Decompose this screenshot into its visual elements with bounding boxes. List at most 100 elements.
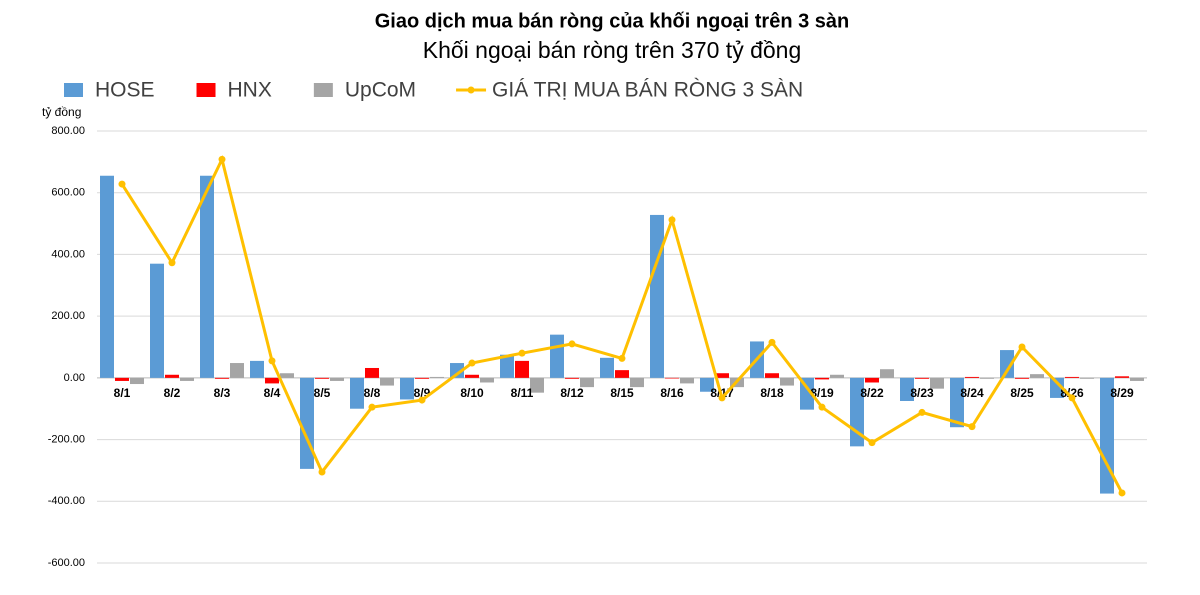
line-point	[918, 408, 926, 416]
legend-swatch	[196, 83, 216, 97]
bar	[365, 367, 379, 378]
x-tick-label: 8/10	[460, 386, 484, 400]
x-tick-label: 8/23	[910, 386, 934, 400]
x-tick-label: 8/26	[1060, 386, 1084, 400]
bar	[500, 354, 514, 378]
x-tick-label: 8/1	[114, 386, 131, 400]
line-point	[668, 216, 676, 224]
bar	[1130, 377, 1144, 381]
line-point	[568, 340, 576, 348]
bar	[300, 377, 314, 469]
line-point	[268, 357, 276, 365]
bar	[1100, 377, 1114, 494]
bar	[465, 374, 479, 378]
bar	[800, 377, 814, 410]
legend-label: HOSE	[95, 79, 155, 102]
bar	[830, 374, 844, 378]
line-point	[468, 359, 476, 367]
line-point	[418, 396, 426, 404]
bar	[150, 263, 164, 378]
line-point	[818, 403, 826, 411]
bar	[815, 377, 829, 380]
bar	[880, 369, 894, 378]
legend-swatch	[467, 86, 475, 94]
line	[120, 154, 1124, 494]
bar	[865, 377, 879, 383]
x-tick-label: 8/22	[860, 386, 884, 400]
bar	[780, 377, 794, 386]
bar	[400, 377, 414, 400]
x-tick-label: 8/5	[314, 386, 331, 400]
bar	[450, 363, 464, 378]
y-tick-label: 600.00	[51, 187, 85, 199]
bar	[130, 377, 144, 385]
bar	[1115, 376, 1129, 378]
bar	[330, 377, 344, 381]
line-point	[1118, 489, 1126, 497]
bar	[980, 377, 994, 379]
bar	[230, 363, 244, 378]
bar	[415, 377, 429, 379]
bar	[180, 377, 194, 381]
bar	[565, 377, 579, 379]
chart-subtitle: Khối ngoại bán ròng trên 370 tỷ đồng	[423, 37, 802, 63]
bar	[315, 377, 329, 379]
bar	[630, 377, 644, 388]
x-tick-label: 8/12	[560, 386, 584, 400]
bar	[430, 376, 444, 378]
y-axis-label: tỷ đồng	[42, 105, 81, 119]
line-point	[1018, 343, 1026, 351]
bar	[265, 377, 279, 384]
line-point	[868, 439, 876, 447]
bar	[965, 376, 979, 378]
x-tick-label: 8/18	[760, 386, 784, 400]
bar	[680, 377, 694, 384]
bar	[1080, 377, 1094, 379]
bar	[100, 175, 114, 378]
y-tick-label: -600.00	[48, 557, 85, 569]
x-tick-label: 8/29	[1110, 386, 1134, 400]
y-tick-label: -200.00	[48, 433, 85, 445]
bar	[215, 377, 229, 379]
bar	[600, 357, 614, 378]
x-tick-label: 8/11	[511, 386, 534, 400]
x-tick-label: 8/8	[364, 386, 381, 400]
line-point	[218, 155, 226, 163]
legend-label: HNX	[228, 79, 272, 102]
bar	[480, 377, 494, 383]
bar	[650, 214, 664, 378]
bar	[115, 377, 129, 381]
line-point	[518, 349, 526, 357]
bar	[1050, 377, 1064, 398]
bar	[1000, 350, 1014, 378]
legend-swatch	[313, 83, 333, 97]
bar	[930, 377, 944, 389]
bar	[700, 377, 714, 392]
bar	[1030, 374, 1044, 378]
bar	[515, 360, 529, 378]
line-point	[718, 394, 726, 402]
bar	[615, 370, 629, 378]
bar	[280, 373, 294, 378]
bar	[950, 377, 964, 428]
y-tick-label: 800.00	[51, 125, 85, 137]
line-point	[168, 259, 176, 267]
line-point	[618, 354, 626, 362]
bar	[1065, 376, 1079, 378]
bar	[715, 373, 729, 378]
y-tick-label: -400.00	[48, 495, 85, 507]
bar	[380, 377, 394, 386]
bar	[900, 377, 914, 401]
bar	[350, 377, 364, 409]
x-tick-label: 8/19	[810, 386, 834, 400]
x-tick-label: 8/15	[610, 386, 634, 400]
bar	[665, 377, 679, 379]
y-tick-label: 200.00	[51, 310, 85, 322]
legend-label: UpCoM	[345, 79, 416, 102]
bar	[250, 360, 264, 378]
y-tick-label: 400.00	[51, 248, 85, 260]
line-point	[1068, 394, 1076, 402]
y-tick-label: 0.00	[64, 372, 85, 384]
